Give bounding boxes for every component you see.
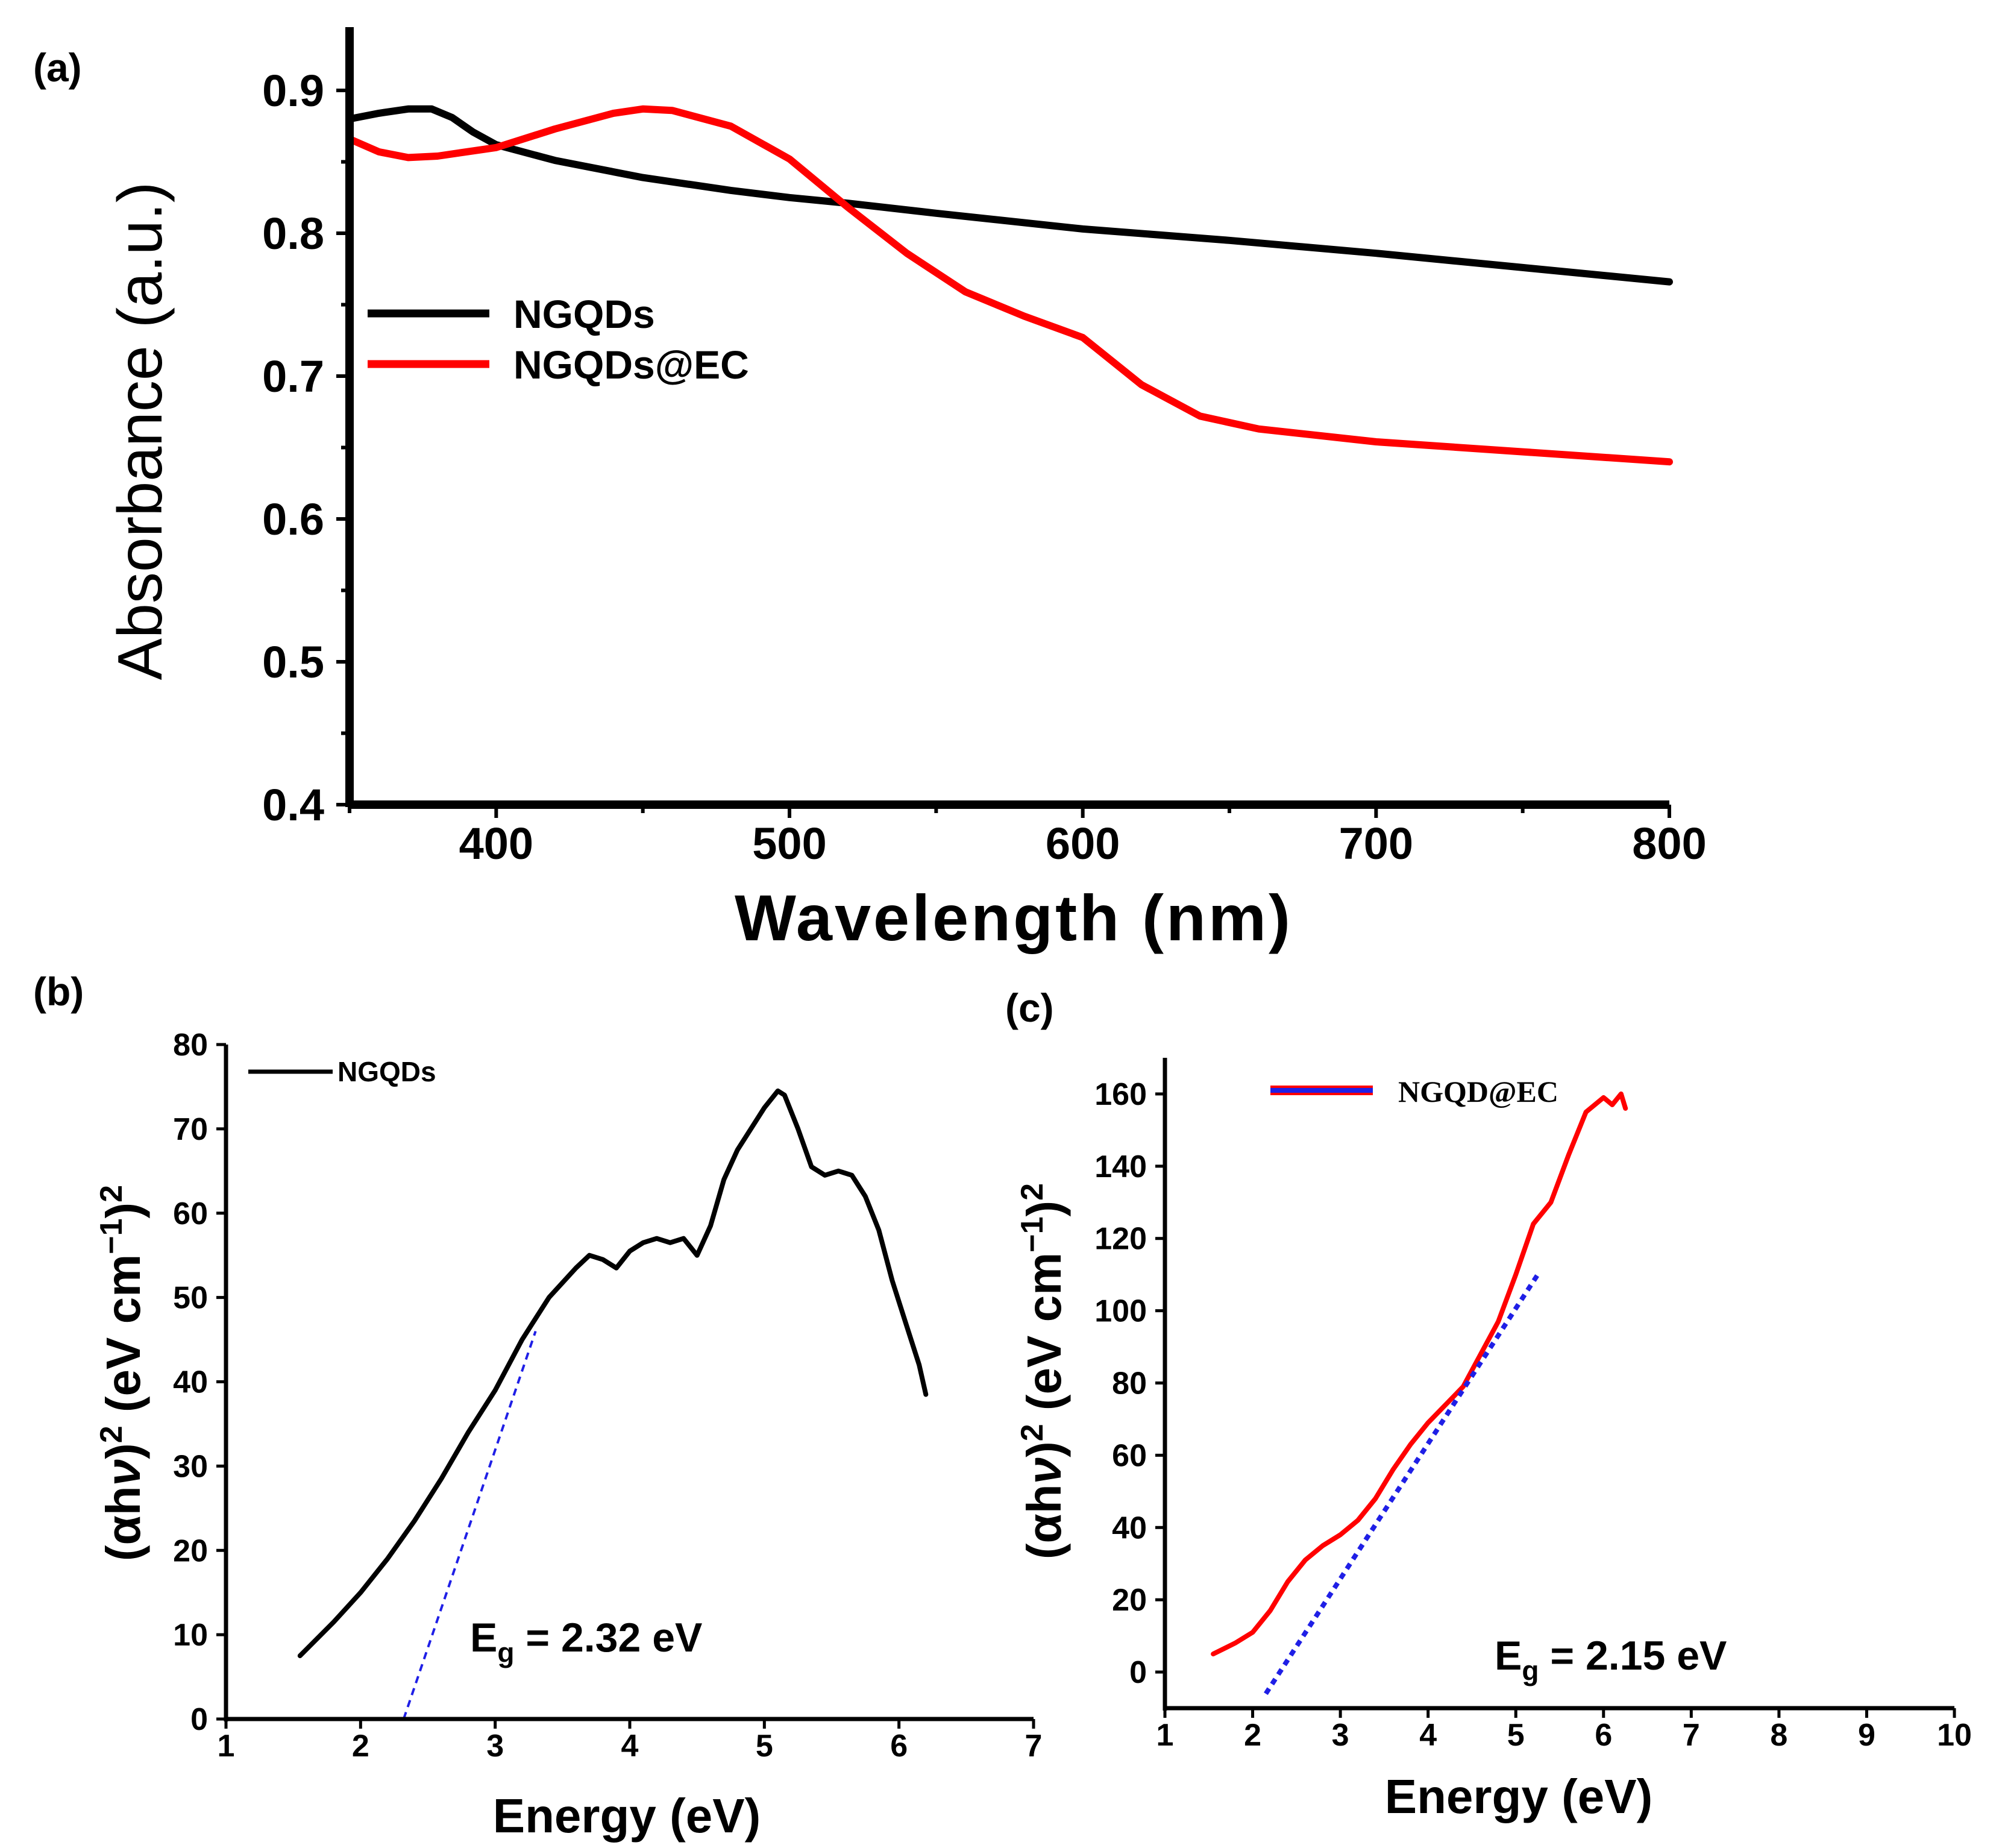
x-tick-label: 800: [1632, 819, 1706, 869]
y-axis-label-a: Absorbance (a.u.): [105, 182, 175, 680]
x-tick-label: 3: [1332, 1718, 1349, 1753]
y-tick-label: 30: [173, 1449, 208, 1484]
x-tick-label: 400: [459, 819, 533, 869]
series-group-c: [1211, 1091, 1628, 1696]
y-tick-label: 100: [1094, 1294, 1147, 1329]
axes-a: [345, 27, 1669, 809]
series-group-b: [297, 1088, 929, 1720]
x-tick-label: 5: [1507, 1718, 1525, 1753]
x-tick-label: 6: [890, 1729, 908, 1764]
x-tick-label: 2: [352, 1729, 369, 1764]
legend-a: NGQDs NGQDs@EC: [359, 284, 841, 396]
axes-b: [224, 1045, 1034, 1721]
series-line-ngqd-ec: [1211, 1091, 1628, 1657]
legend-label-ngqds-ec: NGQDs@EC: [513, 342, 749, 387]
x-axis-label-b: Energy (eV): [493, 1789, 761, 1843]
x-tick-label: 10: [1937, 1718, 1972, 1753]
legend-c: NGQD@EC: [1258, 1072, 1558, 1108]
y-tick-label: 0.5: [262, 637, 324, 687]
y-tick-label: 80: [173, 1028, 208, 1063]
y-tick-label: 140: [1094, 1149, 1147, 1184]
panel-label-b: (b): [33, 969, 84, 1014]
x-tick-label: 1: [1156, 1718, 1174, 1753]
x-tick-label: 7: [1683, 1718, 1700, 1753]
y-tick-label: 120: [1094, 1222, 1147, 1257]
x-tick-label: 600: [1046, 819, 1120, 869]
legend-label-ngqd-ec: NGQD@EC: [1398, 1075, 1558, 1108]
x-tick-label: 500: [752, 819, 826, 869]
fit-line-b: [402, 1330, 537, 1720]
y-tick-label: 0.9: [262, 66, 324, 116]
panel-label-a: (a): [33, 45, 82, 90]
chart-panel-a: (a) 400 500 600 700 800 0.4 0.5 0.6 0.7 0.8 0.9 Ab…: [33, 27, 1707, 954]
x-axis-label-c: Energy (eV): [1385, 1770, 1653, 1823]
x-axis-label-a: Wavelength (nm): [735, 881, 1293, 954]
eg-annotation-c: Eg = 2.15 eV: [1495, 1633, 1727, 1686]
y-tick-label: 60: [173, 1196, 208, 1231]
y-axis-label-c: (αhν)2 (eV cm−1)2: [1015, 1183, 1071, 1559]
y-tick-label: 0.4: [262, 780, 324, 830]
y-tick-label: 40: [1112, 1510, 1147, 1545]
y-tick-label: 80: [1112, 1366, 1147, 1401]
series-group-a: [346, 105, 1673, 466]
legend-b: NGQDs: [248, 1056, 436, 1087]
y-tick-label: 0.6: [262, 494, 324, 544]
series-line-ngqds-ec: [346, 105, 1673, 466]
axis-ticks-a: 400 500 600 700 800 0.4 0.5 0.6 0.7 0.8 0.9: [262, 66, 1707, 869]
x-tick-label: 7: [1025, 1729, 1043, 1764]
x-tick-label: 1: [218, 1729, 235, 1764]
x-tick-label: 4: [1419, 1718, 1437, 1753]
y-tick-label: 40: [173, 1365, 208, 1400]
y-axis-label-b: (αhν)2 (eV cm−1)2: [94, 1185, 150, 1561]
x-tick-label: 5: [756, 1729, 773, 1764]
legend-swatch-fit-c: [1270, 1088, 1373, 1093]
y-tick-label: 0.7: [262, 351, 324, 401]
y-tick-label: 20: [173, 1533, 208, 1568]
y-tick-label: 10: [173, 1618, 208, 1653]
y-tick-label: 0: [190, 1702, 208, 1737]
legend-label-ngqds-b: NGQDs: [337, 1056, 436, 1087]
y-tick-label: 60: [1112, 1438, 1147, 1473]
y-tick-label: 0: [1129, 1655, 1147, 1690]
x-tick-label: 6: [1595, 1718, 1612, 1753]
legend-box-a: [359, 284, 841, 396]
x-tick-label: 2: [1244, 1718, 1261, 1753]
series-line-ngqds: [346, 105, 1673, 286]
y-tick-label: 70: [173, 1112, 208, 1147]
fit-line-c: [1264, 1273, 1540, 1696]
x-tick-label: 9: [1858, 1718, 1875, 1753]
eg-annotation-b: Eg = 2.32 eV: [470, 1615, 702, 1668]
series-line-ngqds: [297, 1088, 929, 1659]
y-tick-label: 160: [1094, 1077, 1147, 1112]
y-tick-label: 0.8: [262, 209, 324, 259]
panel-label-c: (c): [1005, 985, 1054, 1030]
x-tick-label: 4: [621, 1729, 639, 1764]
x-tick-label: 8: [1770, 1718, 1787, 1753]
x-tick-label: 3: [486, 1729, 504, 1764]
x-tick-label: 700: [1339, 819, 1413, 869]
y-tick-label: 20: [1112, 1583, 1147, 1618]
axes-c: [1163, 1058, 1954, 1711]
legend-label-ngqds: NGQDs: [513, 292, 655, 336]
y-tick-label: 50: [173, 1281, 208, 1316]
